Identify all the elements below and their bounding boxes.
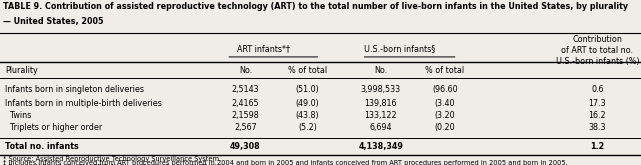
Text: (3.40: (3.40 [435,99,455,108]
Text: * Source: Assisted Reproductive Technology Surveillance System.: * Source: Assisted Reproductive Technolo… [3,156,221,162]
Text: Plurality: Plurality [5,66,38,75]
Text: 2,5143: 2,5143 [231,85,260,94]
Text: (3.20: (3.20 [435,111,455,120]
Text: 0.6: 0.6 [591,85,604,94]
Text: (96.60: (96.60 [432,85,458,94]
Text: 3,998,533: 3,998,533 [361,85,401,94]
Text: Triplets or higher order: Triplets or higher order [5,123,103,132]
Text: 49,308: 49,308 [230,142,261,150]
Text: 2,4165: 2,4165 [231,99,260,108]
Text: of ART to total no.: of ART to total no. [562,46,633,55]
Text: 38.3: 38.3 [588,123,606,132]
Text: — United States, 2005: — United States, 2005 [3,17,103,26]
Text: 2,567: 2,567 [234,123,257,132]
Text: 4,138,349: 4,138,349 [358,142,403,150]
Text: (5.2): (5.2) [298,123,317,132]
Text: No.: No. [374,66,387,75]
Text: § Source: U.S. natality file, CDC, National Center for Health Statistics.: § Source: U.S. natality file, CDC, Natio… [3,164,233,165]
Text: No.: No. [239,66,252,75]
Text: U.S.-born infants (%): U.S.-born infants (%) [556,57,639,66]
Text: % of total: % of total [288,66,328,75]
Text: (51.0): (51.0) [296,85,320,94]
Text: (49.0): (49.0) [296,99,320,108]
Text: 1.2: 1.2 [590,142,604,150]
Text: TABLE 9. Contribution of assisted reproductive technology (ART) to the total num: TABLE 9. Contribution of assisted reprod… [3,2,628,12]
Text: (43.8): (43.8) [296,111,319,120]
Text: Infants born in singleton deliveries: Infants born in singleton deliveries [5,85,144,94]
Text: Total no. infants: Total no. infants [5,142,79,150]
Text: † Includes infants conceived from ART procedures performed in 2004 and born in 2: † Includes infants conceived from ART pr… [3,160,567,165]
Text: ART infants*†: ART infants*† [237,44,290,53]
Text: 139,816: 139,816 [365,99,397,108]
Text: 2,1598: 2,1598 [231,111,260,120]
Text: 17.3: 17.3 [588,99,606,108]
Text: 6,694: 6,694 [369,123,392,132]
Text: 16.2: 16.2 [588,111,606,120]
Text: % of total: % of total [425,66,465,75]
Text: Infants born in multiple-birth deliveries: Infants born in multiple-birth deliverie… [5,99,162,108]
Text: U.S.-born infants§: U.S.-born infants§ [364,44,436,53]
Text: Twins: Twins [5,111,31,120]
Text: Contribution: Contribution [572,35,622,44]
Text: (0.20: (0.20 [435,123,455,132]
Text: 133,122: 133,122 [365,111,397,120]
